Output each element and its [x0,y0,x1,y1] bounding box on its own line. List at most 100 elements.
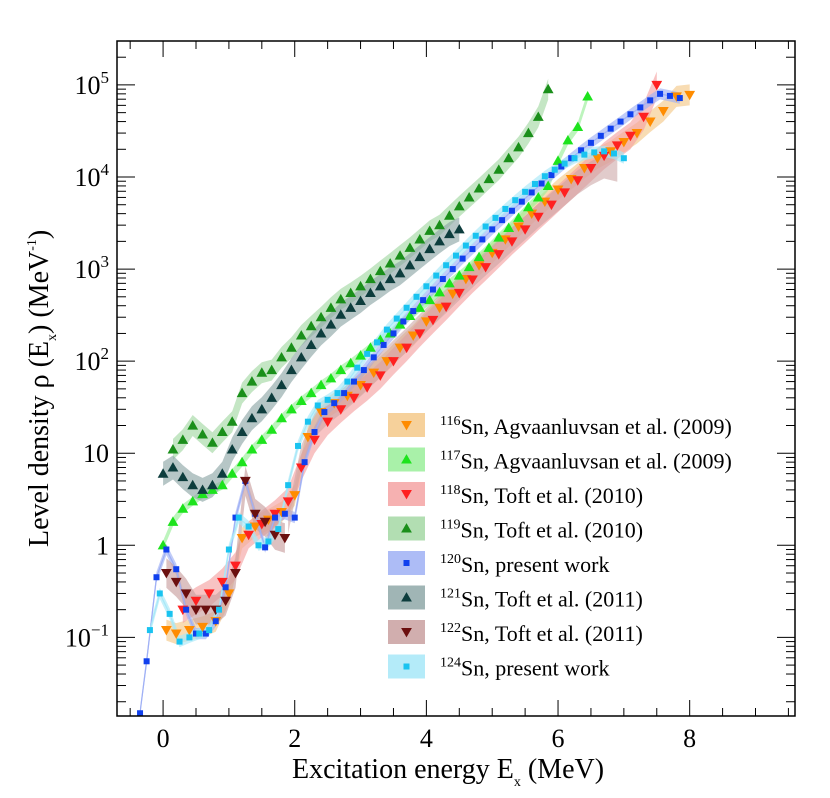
point-121Sn [207,479,218,490]
legend-label-119Sn: 119Sn, Toft et al. (2010) [440,518,643,543]
point-118Sn [243,530,255,541]
point-124Sn [413,293,420,300]
point-121Sn [256,403,268,414]
point-124Sn [176,638,183,645]
legend-marker-120Sn [403,560,410,566]
point-120Sn [657,90,664,97]
legend-label-118Sn: 118Sn, Toft et al. (2010) [440,483,643,508]
point-120Sn [173,566,180,573]
point-120Sn [202,630,209,637]
point-120Sn [439,276,446,283]
point-124Sn [216,606,223,613]
point-117Sn [562,134,574,145]
point-120Sn [420,297,427,304]
point-120Sn [192,630,199,637]
point-120Sn [262,544,269,551]
point-117Sn [424,294,436,305]
legend-label-122Sn: 122Sn, Toft et al. (2011) [440,621,643,646]
point-124Sn [423,283,430,290]
point-124Sn [166,610,173,617]
point-118Sn [295,463,307,473]
legend-label-116Sn: 116Sn, Agvaanluvsan et al. (2009) [440,414,732,439]
point-121Sn [305,339,317,349]
point-124Sn [601,148,608,155]
point-120Sn [587,139,594,146]
point-116Sn [644,117,656,127]
point-124Sn [512,197,519,204]
point-119Sn [187,420,199,430]
point-120Sn [459,255,466,262]
point-124Sn [610,150,617,157]
point-117Sn [266,424,278,434]
point-117Sn [286,403,297,414]
point-121Sn [453,223,465,234]
point-116Sn [407,331,419,341]
point-118Sn [585,164,597,174]
point-119Sn [384,258,396,268]
point-119Sn [325,302,337,312]
point-120Sn [578,147,585,154]
point-124Sn [245,523,252,530]
point-124Sn [531,180,538,187]
point-116Sn [434,303,445,314]
point-121Sn [335,309,347,319]
point-120Sn [617,118,624,125]
band-122Sn [166,466,285,625]
point-124Sn [364,350,371,357]
point-124Sn [472,232,479,239]
x-tick-label: 8 [683,724,696,753]
y-axis-title: Level density ρ (Ex) (MeV-1) [24,230,60,547]
point-124Sn [393,315,400,322]
point-117Sn [167,516,179,526]
point-118Sn [506,237,518,247]
legend-label-121Sn: 121Sn, Toft et al. (2011) [440,587,643,612]
point-124Sn [620,155,627,162]
point-117Sn [365,342,376,352]
point-117Sn [335,364,347,375]
point-117Sn [345,357,357,368]
point-120Sn [647,97,654,104]
legend-label-120Sn: 120Sn, present work [440,552,609,577]
point-119Sn [532,111,544,121]
point-121Sn [187,479,199,490]
point-122Sn [160,568,172,579]
point-124Sn [522,188,529,195]
x-tick-label: 0 [157,724,170,753]
point-120Sn [153,574,160,581]
point-118Sn [401,343,413,354]
point-116Sn [631,129,643,139]
point-117Sn [542,180,554,190]
y-tick-label: 10−1 [65,620,109,652]
point-121Sn [345,302,357,312]
point-116Sn [170,629,182,639]
point-118Sn [519,225,531,235]
point-120Sn [597,132,604,139]
point-122Sn [180,589,192,599]
point-124Sn [453,252,459,259]
y-tick-label: 103 [75,252,110,284]
legend-marker-122Sn [401,627,412,638]
point-121Sn [295,351,307,362]
point-124Sn [255,542,262,549]
point-118Sn [532,212,544,223]
point-118Sn [269,509,281,520]
point-116Sn [289,491,301,501]
point-120Sn [676,95,683,102]
point-122Sn [269,530,281,541]
point-124Sn [482,223,489,230]
point-117Sn [503,222,515,232]
point-122Sn [249,509,261,520]
point-121Sn [216,468,228,478]
point-117Sn [305,387,317,398]
point-122Sn [259,517,271,528]
point-119Sn [404,242,416,252]
point-119Sn [523,127,534,138]
point-120Sn [380,341,387,348]
point-124Sn [403,304,410,311]
point-120Sn [410,308,417,315]
point-119Sn [226,416,238,426]
point-124Sn [285,482,292,489]
point-116Sn [236,533,248,544]
point-119Sn [197,429,208,439]
point-119Sn [365,273,376,284]
